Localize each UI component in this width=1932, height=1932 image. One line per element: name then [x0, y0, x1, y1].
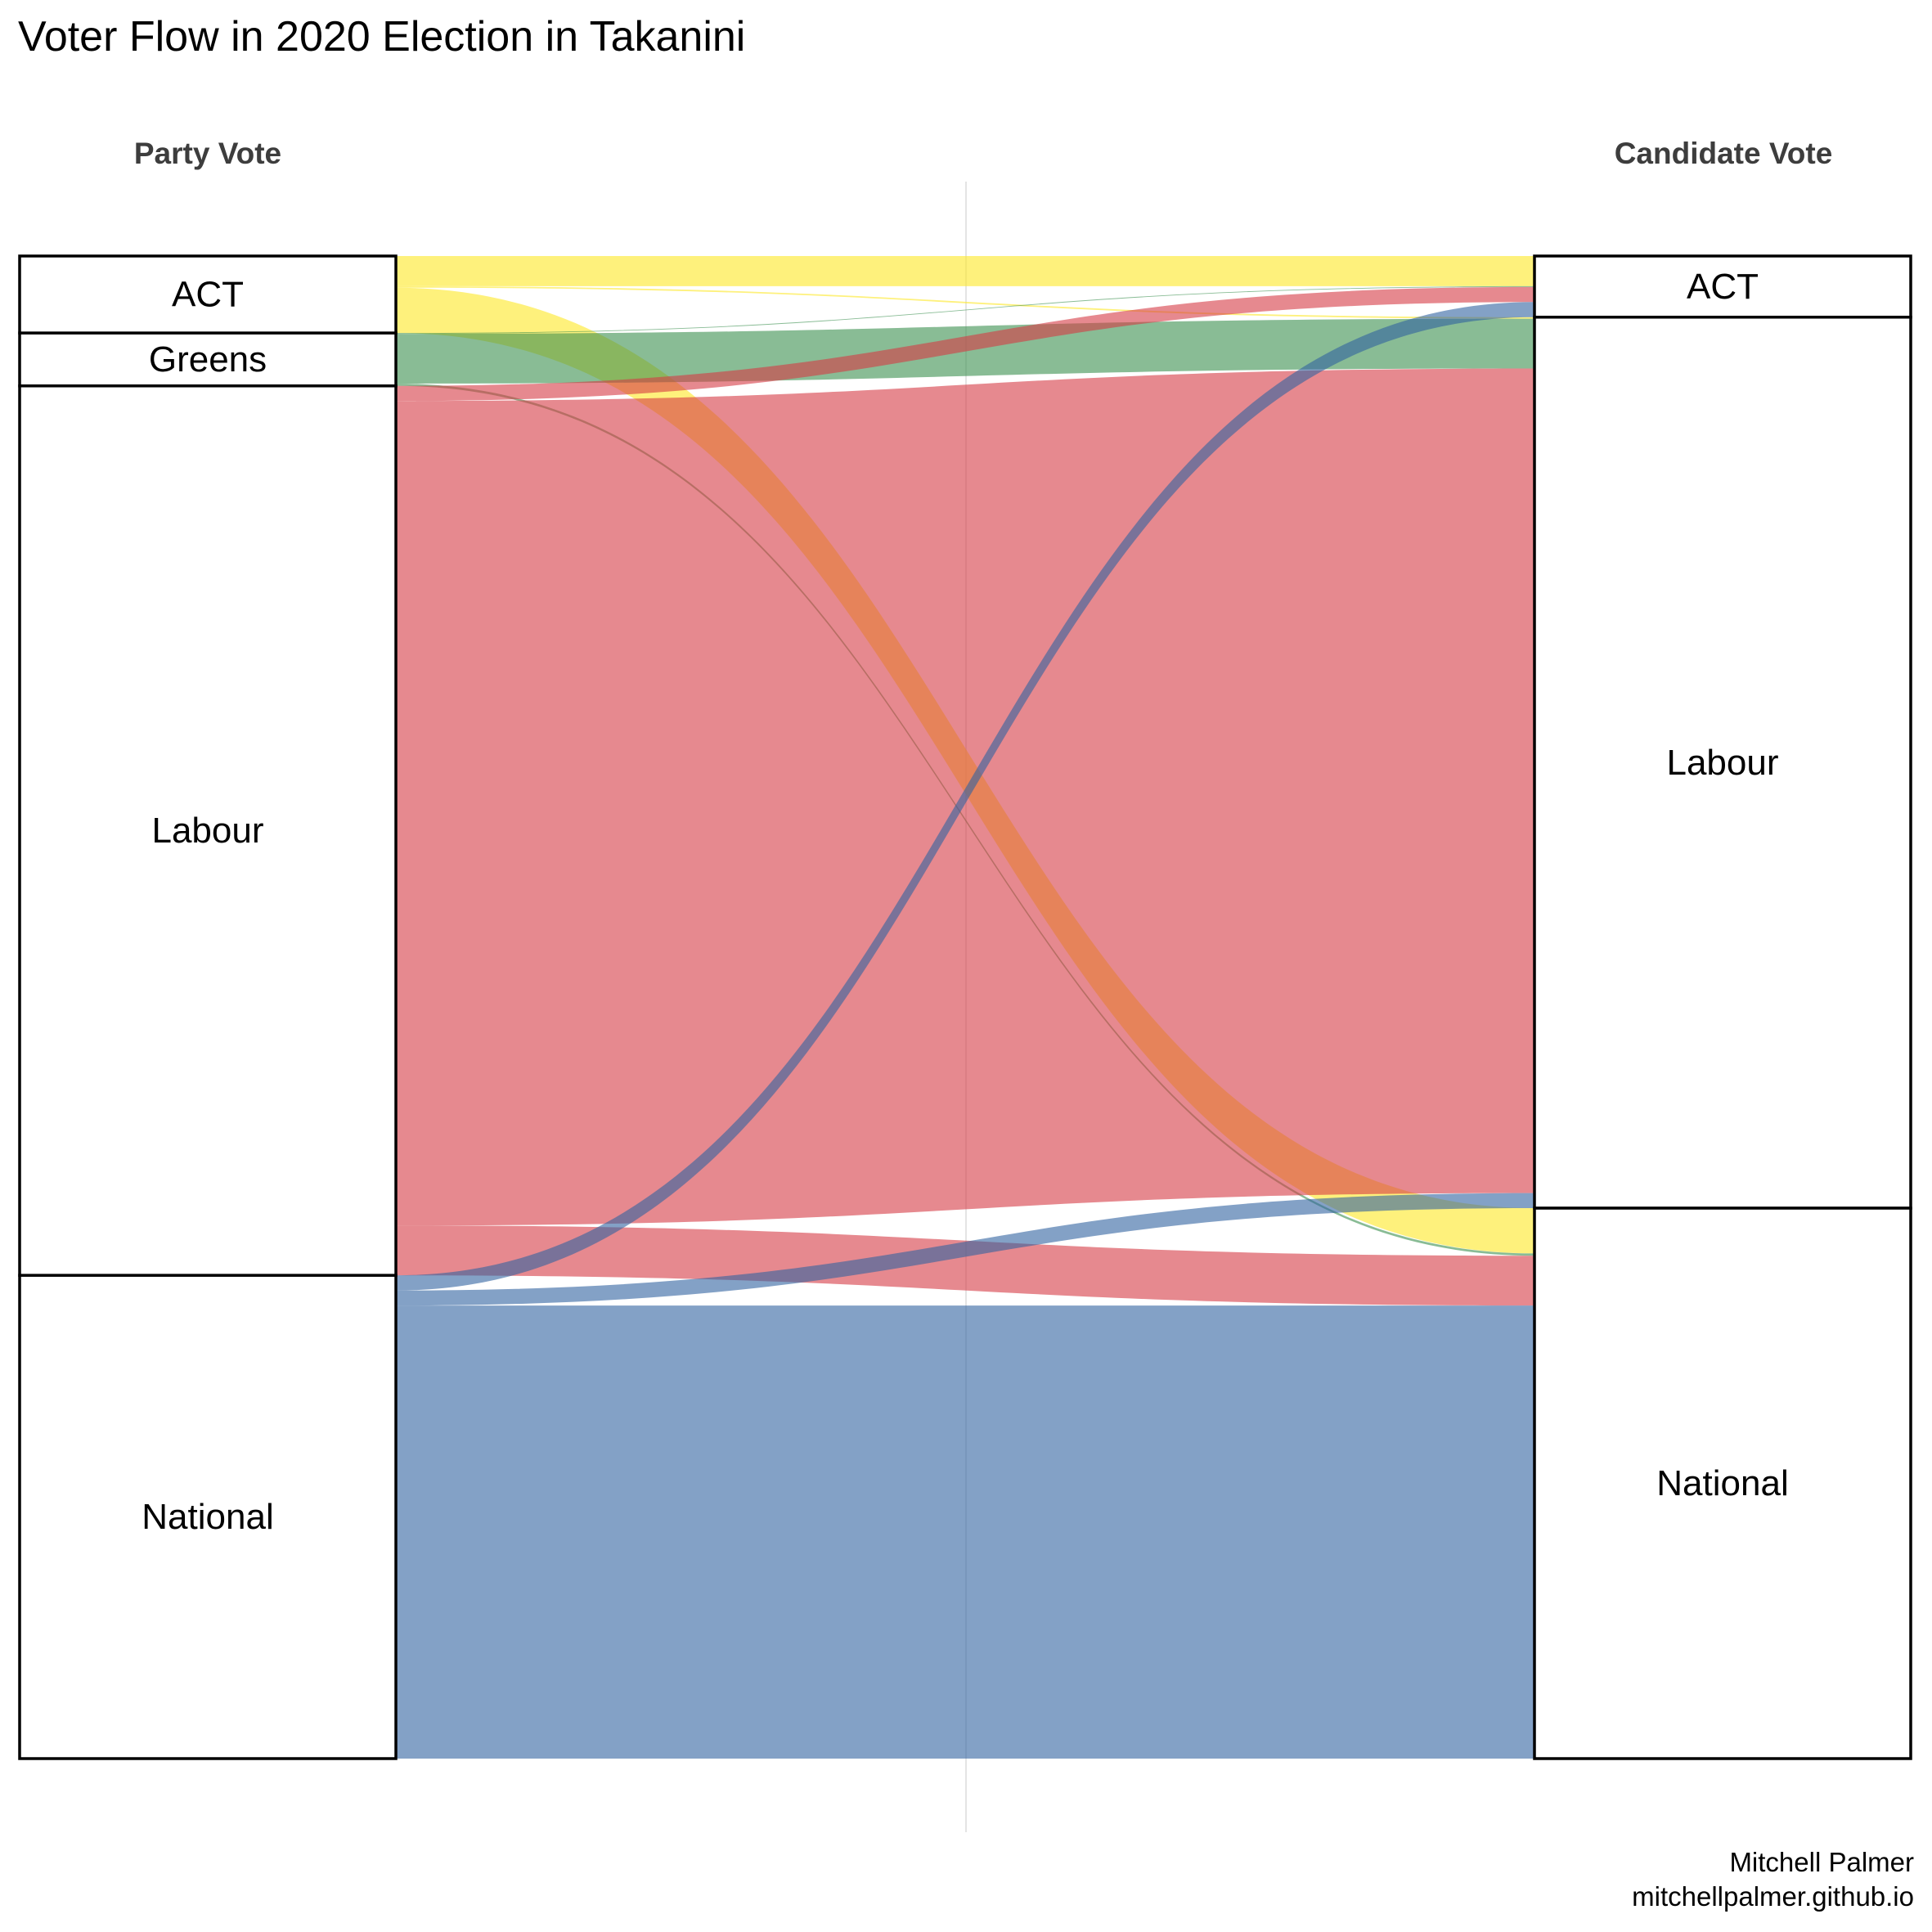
- party-vote-node-label-act: ACT: [172, 275, 244, 315]
- chart-title: Voter Flow in 2020 Election in Takanini: [18, 13, 745, 61]
- flow-act-to-act: [396, 256, 1534, 286]
- flows-group: [396, 256, 1534, 1759]
- flow-act-to-labour: [396, 285, 1534, 319]
- caption-author: Mitchell Palmer: [1729, 1847, 1914, 1877]
- caption-url: mitchellpalmer.github.io: [1632, 1881, 1914, 1912]
- party-vote-node-greens: [18, 331, 398, 388]
- candidate-vote-node-label-act: ACT: [1687, 267, 1759, 307]
- candidate-vote-node-label-labour: Labour: [1666, 743, 1778, 783]
- flow-labour-to-act: [396, 286, 1534, 402]
- candidate-vote-node-labour: [1533, 316, 1912, 1210]
- party-vote-node-labour: [18, 384, 398, 1277]
- right-axis-title: Candidate Vote: [1615, 137, 1833, 170]
- party-vote-node-label-labour: Labour: [151, 811, 263, 851]
- candidate-vote-node-label-national: National: [1656, 1463, 1788, 1503]
- flow-national-to-labour: [396, 1193, 1534, 1306]
- candidate-vote-node-act: [1533, 254, 1912, 319]
- nodes-group: ACT Greens Labour National ACT Labour National: [18, 254, 1912, 1760]
- party-vote-node-act: [18, 254, 398, 335]
- candidate-vote-node-national: [1533, 1206, 1912, 1760]
- flow-labour-to-national: [396, 1225, 1534, 1306]
- party-vote-node-national: [18, 1274, 398, 1760]
- party-vote-node-label-greens: Greens: [149, 339, 267, 380]
- flow-greens-to-act: [396, 285, 1534, 335]
- party-vote-node-label-national: National: [142, 1497, 273, 1537]
- flow-national-to-national: [396, 1305, 1534, 1759]
- left-axis-title: Party Vote: [134, 137, 281, 170]
- flow-national-to-act: [396, 302, 1534, 1291]
